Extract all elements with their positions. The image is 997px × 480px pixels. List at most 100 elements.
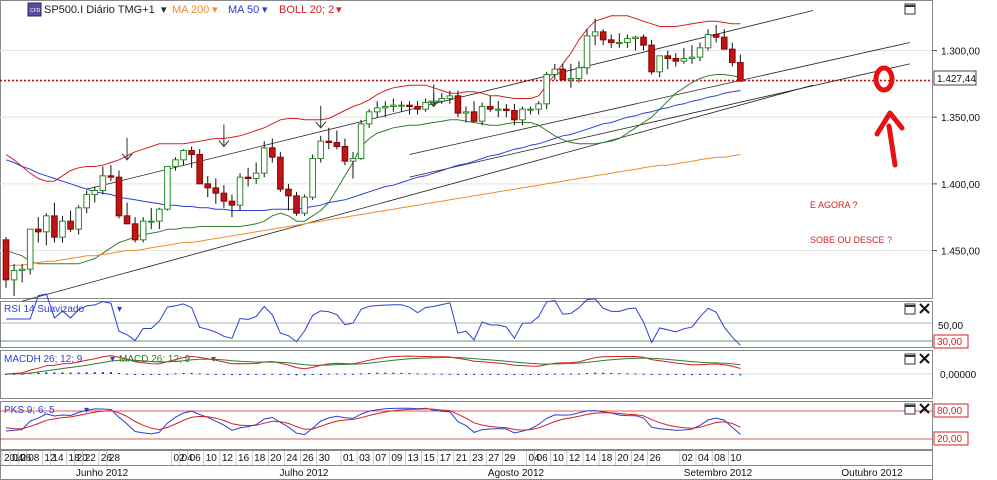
boll-dropdown-icon[interactable]: ▾ [336,4,342,16]
rsi-close-icon[interactable] [919,303,930,314]
macd-histogram-bar [101,372,104,374]
annotation-arrows [121,84,440,161]
ma200-label[interactable]: MA 200 [172,4,209,16]
candle-body [680,58,688,62]
x-day-label: 20 [270,453,282,464]
candle-up [696,42,704,62]
x-day-label: 02 [682,453,694,464]
macd-histogram-bar [537,374,540,375]
candle-body [252,172,260,180]
x-day-label: 29 [504,453,516,464]
candle-up [83,190,91,214]
macd-histogram-bar [690,374,693,376]
candle-body [527,108,534,111]
boll-label[interactable]: BOLL 20; 2 [279,4,334,16]
price-maximize-button[interactable] [904,3,916,15]
macd-histogram-bar [287,374,290,375]
pks-maximize-button[interactable] [904,403,916,415]
candle-down [228,194,236,218]
macd-histogram-bar [303,374,306,376]
candle-up [18,263,26,283]
x-month-label: Julho 2012 [280,468,329,479]
y-tick-label: 1.450,00 [941,247,980,258]
pks-close-icon[interactable] [919,403,930,414]
macdh-dropdown-icon[interactable]: ▾ [110,354,115,365]
macd-histogram-bar [553,373,556,375]
macd-histogram-bar [327,373,330,375]
candle-body [285,188,292,197]
x-day-label: 01 [343,453,355,464]
macd-maximize-button[interactable] [904,353,916,365]
candle-body [244,176,252,180]
candle-body [188,150,195,155]
rsi-dropdown-icon[interactable]: ▾ [117,304,122,315]
candle-body [503,108,510,111]
macd-histogram-bar [739,374,742,376]
ma50-label[interactable]: MA 50 [228,4,259,16]
candle-down [277,151,284,192]
candle-body [260,147,268,174]
ma200-dropdown-icon[interactable]: ▾ [212,4,218,16]
macd-histogram-bar [21,373,24,375]
candle-body [180,150,187,161]
pks-dropdown-icon[interactable]: ▾ [84,405,89,416]
x-month-label: Setembro 2012 [684,468,753,479]
candle-down [220,185,228,208]
x-day-label: 26 [303,453,315,464]
candle-down [244,167,252,187]
candle-body [115,176,123,217]
ma200-line [5,154,741,267]
pks-level-20-box [933,431,969,446]
candle-up [632,35,639,51]
macd-histogram-bar [715,374,718,375]
grid-layer [0,50,932,251]
ma50-dropdown-icon[interactable]: ▾ [262,4,268,16]
rsi-maximize-button[interactable] [904,303,916,315]
candle-up [575,61,583,83]
candle-body [34,228,42,233]
macd-histogram-bar [126,373,129,375]
candle-body [269,147,276,158]
annotation-question-1: E AGORA ? [810,200,858,210]
candle-up [172,157,179,171]
rsi-label[interactable]: RSI 14 Suavizado [4,304,84,315]
macd-histogram-bar [594,372,597,374]
candle-body [357,123,365,160]
macdh-label[interactable]: MACDH 26; 12; 9 [4,354,83,365]
x-month-label: Agosto 2012 [488,468,545,479]
macd-histogram-bar [513,374,516,376]
macd-histogram-bar [723,374,726,375]
x-day-label: 04 [698,453,710,464]
macd-histogram-bar [376,372,379,374]
rsi-line [6,293,741,346]
macd-histogram-bar [117,372,120,374]
macd-histogram-bar [319,374,322,375]
channel-line [409,63,910,178]
x-day-label: 13 [408,453,420,464]
macd-label[interactable]: MACD 26; 12; 9 [119,354,191,365]
candle-down [67,210,74,232]
macd-close-icon[interactable] [919,353,930,364]
down-arrow-icon [428,84,440,108]
candle-up [252,162,260,184]
macd-dropdown-icon[interactable]: ▾ [211,354,216,365]
candle-body [462,111,470,114]
macd-histogram-bar [368,372,371,374]
x-month-label: Outubro 2012 [841,468,903,479]
pks-label[interactable]: PKS 9; 6; 5 [4,405,55,416]
candle-body [406,104,413,107]
macd-histogram-bar [618,373,621,375]
candle-body [543,74,550,105]
candle-down [640,34,647,51]
candle-down [414,101,421,115]
macd-histogram-bar [61,372,64,374]
candle-down [341,138,349,166]
symbol-dropdown-icon[interactable]: ▾ [161,4,167,16]
x-day-label: 20 [617,453,629,464]
candle-up [680,47,688,64]
candle-body [624,38,631,43]
x-day-label: 15 [424,453,436,464]
y-tick-label: 1.400,00 [941,180,980,191]
candle-body [309,158,316,198]
rsi-level-50: 50,00 [938,321,963,332]
